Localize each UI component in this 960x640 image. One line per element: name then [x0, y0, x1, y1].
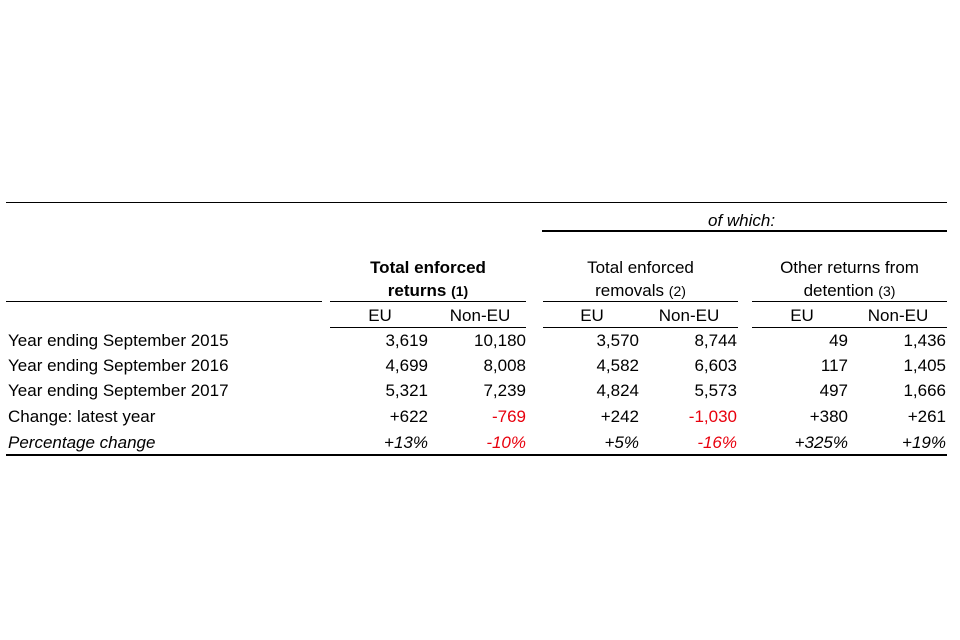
- row-label: Year ending September 2015: [8, 331, 229, 350]
- cell-value: 7,239: [483, 381, 526, 400]
- cell-value: 49: [829, 331, 848, 350]
- cell-value: +380: [809, 407, 848, 426]
- group-header-other-returns-text: detention: [803, 281, 874, 300]
- subheader-rule-group3: [752, 327, 947, 328]
- of-which-rule: [542, 230, 947, 232]
- cell-value: +13%: [384, 433, 428, 452]
- subheader-eu: EU: [580, 306, 604, 325]
- subheader-noneu: Non-EU: [449, 306, 511, 325]
- subheader-rule-group1: [330, 327, 526, 328]
- row-label: Year ending September 2017: [8, 381, 229, 400]
- cell-value: +325%: [794, 433, 848, 452]
- cell-value-negative: -10%: [486, 433, 526, 452]
- cell-value: 1,666: [903, 381, 946, 400]
- table-top-rule: [6, 202, 947, 203]
- cell-value: +622: [389, 407, 428, 426]
- cell-value: 8,744: [694, 331, 737, 350]
- cell-value: 4,699: [385, 356, 428, 375]
- group-header-total-returns-text: returns: [387, 281, 447, 300]
- cell-value: 6,603: [694, 356, 737, 375]
- group-header-total-removals-text: removals: [595, 281, 665, 300]
- group-header-total-returns-note: (1): [451, 283, 469, 299]
- group-header-other-returns-line1: Other returns from: [780, 258, 919, 277]
- cell-value-negative: -16%: [697, 433, 737, 452]
- cell-value: 10,180: [474, 331, 526, 350]
- group-header-total-removals-note: (2): [668, 283, 686, 299]
- header-rule-group2: [543, 301, 738, 302]
- cell-value: 8,008: [483, 356, 526, 375]
- cell-value: +261: [907, 407, 946, 426]
- header-rule-group3: [752, 301, 947, 302]
- group-header-other-returns-note: (3): [878, 283, 896, 299]
- cell-value: 1,436: [903, 331, 946, 350]
- subheader-eu: EU: [790, 306, 814, 325]
- subheader-noneu: Non-EU: [658, 306, 720, 325]
- cell-value: +19%: [902, 433, 946, 452]
- cell-value: 4,824: [596, 381, 639, 400]
- group-header-total-returns-line2: returns (1): [330, 281, 526, 301]
- cell-value: +5%: [604, 433, 640, 452]
- header-rule-group1: [330, 301, 526, 302]
- cell-value: 4,582: [596, 356, 639, 375]
- cell-value: 5,321: [385, 381, 428, 400]
- cell-value: 3,570: [596, 331, 639, 350]
- cell-value: 117: [820, 356, 848, 375]
- subheader-rule-group2: [543, 327, 738, 328]
- row-label: Percentage change: [8, 433, 156, 452]
- row-label: Change: latest year: [8, 407, 156, 426]
- row-label: Year ending September 2016: [8, 356, 229, 375]
- cell-value: 5,573: [694, 381, 737, 400]
- subheader-eu: EU: [368, 306, 392, 325]
- group-header-total-returns-line1: Total enforced: [370, 258, 486, 277]
- cell-value-negative: -769: [491, 407, 526, 426]
- cell-value: 1,405: [903, 356, 946, 375]
- cell-value-negative: -1,030: [688, 407, 737, 426]
- cell-value: 497: [819, 381, 848, 400]
- subheader-noneu: Non-EU: [867, 306, 929, 325]
- cell-value: 3,619: [385, 331, 428, 350]
- of-which-label: of which:: [708, 211, 776, 230]
- group-header-total-removals-line1: Total enforced: [587, 258, 694, 277]
- cell-value: +242: [600, 407, 639, 426]
- group-header-other-returns-line2: detention (3): [752, 281, 947, 301]
- header-rule-label: [6, 301, 322, 302]
- group-header-total-removals-line2: removals (2): [543, 281, 738, 301]
- table-bottom-rule: [6, 454, 947, 456]
